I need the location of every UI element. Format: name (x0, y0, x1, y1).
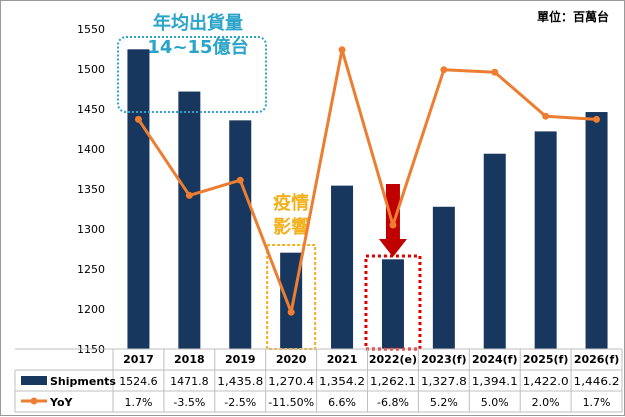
yoy-value-cell: -11.50% (268, 396, 314, 409)
yoy-value-cell: 1.7% (583, 396, 611, 409)
x-tick-label: 2019 (225, 353, 256, 366)
annual-range-line-1: 年均出貨量 (153, 12, 243, 34)
shipment-bar (127, 49, 150, 349)
annual-range-box (117, 36, 267, 113)
yoy-legend-label: YoY (49, 396, 74, 409)
yoy-marker (134, 115, 142, 123)
y-tick-label: 1450 (77, 103, 105, 116)
yoy-marker (593, 115, 601, 123)
shipment-value-cell: 1,394.1 (472, 375, 518, 388)
annual-range-line-2: 14~15億台 (147, 36, 248, 58)
shipment-value-cell: 1524.6 (119, 375, 158, 388)
yoy-value-cell: 5.2% (430, 396, 458, 409)
shipment-value-cell: 1,354.2 (319, 375, 365, 388)
yoy-legend-marker (30, 397, 38, 405)
yoy-marker (236, 176, 244, 184)
shipment-bar (178, 91, 201, 349)
x-tick-label: 2025(f) (523, 353, 568, 366)
y-tick-label: 1350 (77, 183, 105, 196)
yoy-marker (389, 221, 397, 229)
y-tick-label: 1250 (77, 263, 105, 276)
yoy-marker (287, 308, 295, 316)
shipment-bar (381, 259, 404, 349)
shipment-bar (483, 153, 506, 349)
y-tick-label: 1300 (77, 223, 105, 236)
yoy-value-cell: -6.8% (377, 396, 409, 409)
y-tick-label: 1550 (77, 23, 105, 36)
x-tick-label: 2018 (174, 353, 205, 366)
shipments-legend-key (21, 376, 47, 385)
y-tick-label: 1500 (77, 63, 105, 76)
yoy-value-cell: 5.0% (481, 396, 509, 409)
x-tick-label: 2021 (327, 353, 358, 366)
shipment-value-cell: 1,270.4 (268, 375, 314, 388)
yoy-line (137, 48, 597, 314)
shipment-bar (534, 131, 557, 349)
yoy-marker (542, 112, 550, 120)
unit-label: 單位：百萬台 (537, 9, 609, 24)
y-tick-label: 1200 (77, 303, 105, 316)
y-tick-label: 1400 (77, 143, 105, 156)
x-tick-label: 2022(e) (369, 353, 417, 366)
pandemic-line-2: 影響 (273, 216, 309, 238)
yoy-value-cell: -2.5% (224, 396, 256, 409)
shipment-value-cell: 1,422.0 (523, 375, 569, 388)
shipment-bar (432, 206, 455, 349)
pandemic-line-1: 疫情 (273, 192, 309, 214)
shipment-value-cell: 1471.8 (170, 375, 209, 388)
shipment-bar (331, 185, 354, 349)
shipment-value-cell: 1,262.1 (370, 375, 416, 388)
yoy-marker (185, 191, 193, 199)
x-tick-label: 2024(f) (472, 353, 517, 366)
yoy-marker (338, 46, 346, 54)
yoy-value-cell: 6.6% (328, 396, 356, 409)
yoy-value-cell: -3.5% (173, 396, 205, 409)
shipment-bar (229, 120, 252, 349)
x-tick-label: 2026(f) (574, 353, 619, 366)
yoy-value-cell: 1.7% (124, 396, 152, 409)
shipment-value-cell: 1,435.8 (217, 375, 263, 388)
x-tick-label: 2020 (276, 353, 307, 366)
shipment-value-cell: 1,327.8 (421, 375, 467, 388)
x-tick-label: 2023(f) (421, 353, 466, 366)
x-tick-label: 2017 (123, 353, 154, 366)
shipments-legend-label: Shipments (50, 375, 116, 388)
yoy-marker (440, 66, 448, 74)
shipment-bar (585, 112, 608, 349)
yoy-value-cell: 2.0% (532, 396, 560, 409)
yoy-marker (491, 68, 499, 76)
shipment-value-cell: 1,446.2 (574, 375, 620, 388)
